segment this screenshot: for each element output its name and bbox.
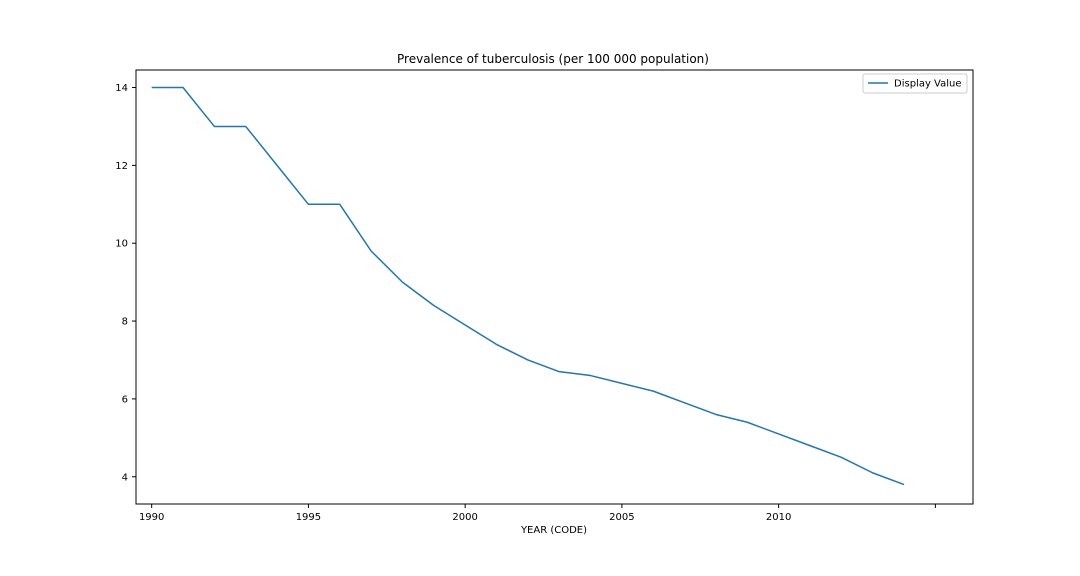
y-tick-label-6: 6 (122, 394, 128, 405)
series-layer (151, 86, 905, 486)
y-axis: 4 6 8 10 12 14 (115, 83, 136, 483)
plot-area (135, 69, 974, 505)
legend-label: Display Value (894, 79, 962, 90)
series-line-0 (151, 86, 905, 486)
chart-title: Prevalence of tuberculosis (per 100 000 … (397, 52, 709, 66)
x-axis: 1990 1995 2000 2005 2010 (139, 504, 936, 523)
x-axis-label: YEAR (CODE) (520, 525, 587, 536)
legend-box (862, 73, 968, 94)
y-tick-label-12: 12 (115, 161, 128, 172)
y-tick-label-14: 14 (115, 83, 128, 94)
y-tick-label-8: 8 (122, 317, 128, 328)
legend: Display Value (862, 73, 968, 94)
x-tick-label-1990: 1990 (139, 512, 164, 523)
x-tick-label-2005: 2005 (609, 512, 634, 523)
x-tick-label-2010: 2010 (766, 512, 791, 523)
x-tick-label-1995: 1995 (296, 512, 321, 523)
y-tick-label-4: 4 (122, 472, 128, 483)
y-tick-label-10: 10 (115, 239, 128, 250)
x-tick-label-2000: 2000 (452, 512, 477, 523)
